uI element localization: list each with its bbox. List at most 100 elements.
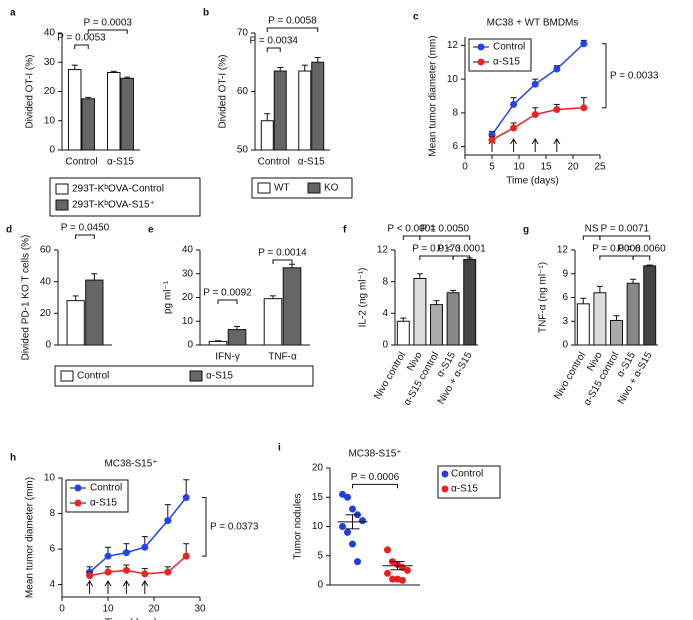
y-tick-label: 60 [40, 245, 52, 256]
panel-label: g [523, 225, 529, 236]
legend-label: Control [90, 483, 122, 494]
y-axis-label: Divided OT-I (%) [218, 55, 229, 129]
y-tick-label: 0 [317, 580, 323, 591]
y-tick-label: 20 [312, 463, 324, 474]
x-axis-label: Time (days) [105, 618, 157, 620]
panel-label: a [10, 8, 16, 19]
y-axis-label: IL-2 (ng ml⁻¹) [358, 268, 369, 328]
y-tick-label: 6 [49, 544, 55, 555]
series-line [89, 497, 187, 573]
bar [430, 304, 443, 346]
bar [227, 329, 247, 346]
legend-swatch [60, 370, 74, 382]
dot [339, 523, 346, 530]
p-value: P = 0.0008 [592, 244, 641, 255]
dot [354, 558, 361, 566]
bracket [599, 235, 651, 240]
bracket [266, 27, 319, 32]
y-tick-label: 6 [562, 292, 568, 303]
bar [298, 70, 312, 151]
x-tick-label: 0 [462, 162, 468, 173]
legend-frame [65, 479, 129, 513]
y-tick-label: 10 [44, 115, 56, 126]
y-tick-label: 20 [182, 292, 194, 303]
legend-frame [49, 177, 201, 217]
dot [344, 493, 351, 501]
y-tick-label: 50 [237, 145, 249, 156]
panel-label: c [413, 12, 419, 23]
bracket [582, 235, 601, 240]
legend-swatch [55, 199, 69, 211]
legend-marker [441, 470, 449, 478]
y-tick-label: 30 [182, 268, 194, 279]
point [182, 494, 190, 502]
panel-label: d [6, 225, 12, 236]
y-tick-label: 60 [237, 86, 249, 97]
y-axis-label: pg ml⁻¹ [163, 280, 174, 314]
point [531, 111, 539, 119]
p-value: P = 0.0071 [601, 224, 650, 235]
y-tick-label: 0 [45, 340, 51, 351]
x-tick-label: 0 [59, 604, 65, 615]
y-tick-label: 12 [557, 245, 569, 256]
y-tick-label: 10 [44, 473, 56, 484]
dot [384, 546, 391, 554]
bracket [419, 255, 454, 260]
bar [68, 69, 82, 151]
bracket [217, 299, 238, 304]
chart-title: MC38-S15⁺ [348, 449, 401, 460]
p-value: P = 0.0014 [258, 248, 307, 259]
legend-swatch [189, 370, 203, 382]
p-value: NS [585, 224, 599, 235]
p-value: P = 0.0006 [351, 472, 400, 483]
point [510, 124, 518, 132]
legend-marker [74, 484, 82, 492]
bracket [74, 44, 89, 49]
y-tick-label: 6 [452, 141, 458, 152]
bar [463, 259, 477, 346]
y-tick-label: 30 [44, 57, 56, 68]
y-tick-label: 9 [562, 268, 568, 279]
arrow [141, 580, 149, 594]
legend-marker [441, 485, 449, 493]
bar [81, 98, 95, 151]
y-axis-label: Mean tumor diameter (mm) [25, 477, 36, 598]
bar [85, 279, 104, 346]
y-tick-label: 20 [40, 308, 52, 319]
y-axis-label: Divided OT-I (%) [25, 55, 36, 129]
x-tick-label: Nivo control [372, 350, 408, 401]
arrow [510, 138, 518, 152]
bracket [599, 255, 634, 260]
bracket [202, 497, 207, 557]
bar [610, 319, 623, 346]
bar [626, 282, 640, 346]
arrow [86, 580, 94, 594]
bar [273, 70, 287, 151]
y-axis-label: Mean tumor diameter (mm) [428, 35, 439, 156]
x-tick-label: Nivo control [552, 350, 588, 401]
bar [120, 77, 134, 151]
legend-swatch [55, 183, 69, 195]
y-tick-label: 0 [187, 340, 193, 351]
bracket [602, 43, 607, 109]
point [182, 552, 190, 560]
bracket [266, 47, 281, 52]
p-value: P = 0.0058 [268, 16, 317, 27]
y-tick-label: 10 [447, 74, 459, 85]
p-value: P = 0.0173 [412, 244, 461, 255]
y-tick-label: 8 [382, 276, 388, 287]
bar [311, 61, 325, 151]
bracket [452, 255, 471, 260]
legend-label: Control [77, 371, 109, 382]
p-value: P < 0.0001 [387, 224, 436, 235]
legend-label: WT [274, 183, 290, 194]
legend-marker [74, 499, 82, 507]
legend-swatch [257, 182, 271, 194]
dot [344, 528, 351, 536]
y-tick-label: 4 [49, 579, 55, 590]
dot [359, 517, 366, 525]
point [531, 80, 539, 88]
point [164, 568, 172, 576]
point [580, 40, 588, 48]
